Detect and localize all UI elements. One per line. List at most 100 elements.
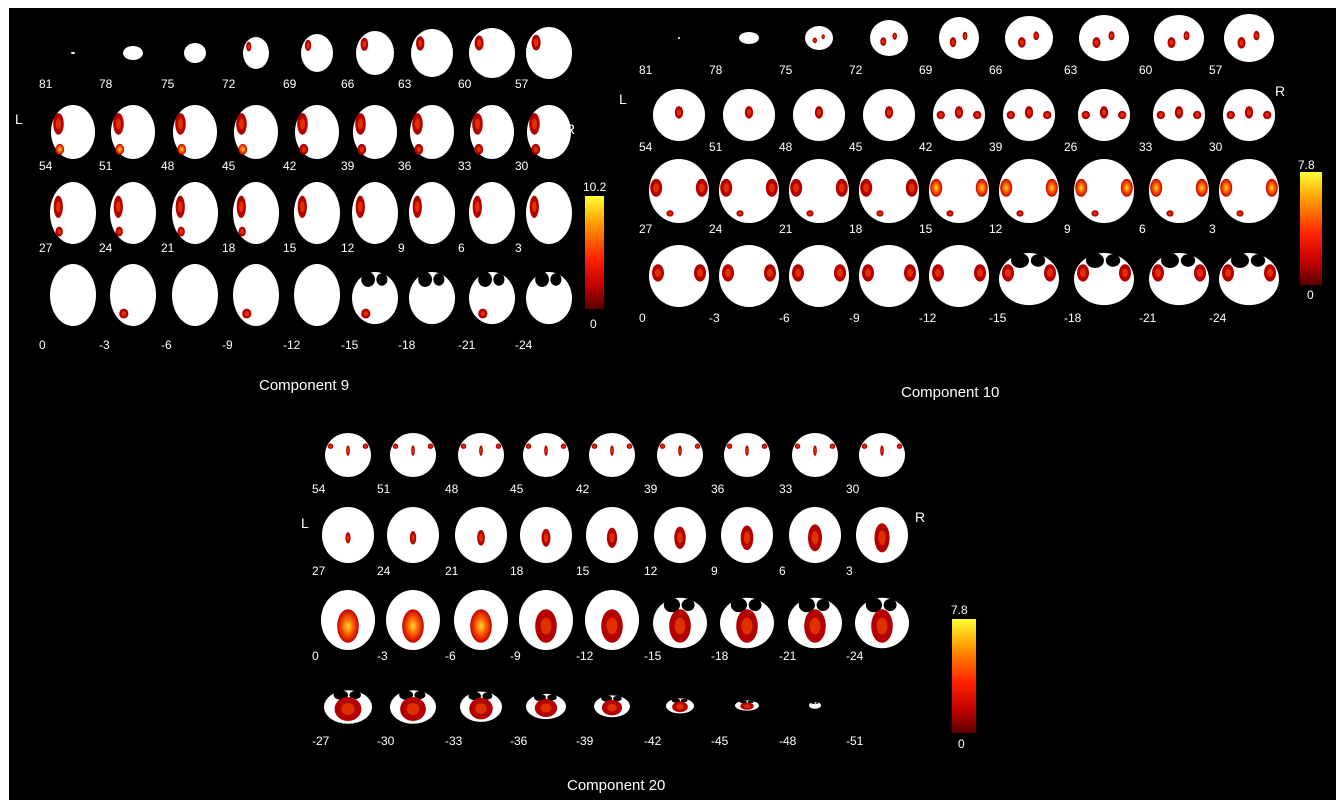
slice-label: 30 xyxy=(846,482,860,496)
slice-label: 54 xyxy=(639,140,653,154)
brain-slice xyxy=(788,597,842,649)
brain-slice xyxy=(469,28,515,78)
slice-label: 18 xyxy=(849,222,863,236)
slice-label: -15 xyxy=(989,311,1007,325)
brain-slice xyxy=(322,507,374,563)
brain-slice xyxy=(805,26,833,50)
slice-label: 21 xyxy=(445,564,459,578)
colorbar-component-10: 7.8 0 xyxy=(1298,158,1322,302)
brain-slice xyxy=(1079,15,1129,61)
slice-label: -3 xyxy=(709,311,720,325)
brain-slice xyxy=(455,507,507,563)
brain-slice xyxy=(999,253,1059,306)
slice-label: -30 xyxy=(377,734,395,748)
slice-label: -21 xyxy=(458,338,476,352)
slice-label: 69 xyxy=(919,63,933,77)
brain-slice xyxy=(929,159,989,223)
brain-slice xyxy=(1074,253,1134,306)
slice-label: -15 xyxy=(644,649,662,663)
brain-slice xyxy=(520,507,572,563)
brain-slice xyxy=(654,507,706,563)
colorbar-min-label: 0 xyxy=(958,737,965,751)
slice-label: 6 xyxy=(1139,222,1146,236)
slice-label: 78 xyxy=(99,77,113,91)
slice-label: -45 xyxy=(711,734,729,748)
brain-slice xyxy=(386,590,440,650)
brain-slice xyxy=(243,37,269,69)
slice-label: 12 xyxy=(644,564,658,578)
slice-label: 51 xyxy=(709,140,723,154)
brain-slice xyxy=(454,590,508,650)
colorbar-component-9: 10.2 0 xyxy=(583,180,607,331)
brain-slice xyxy=(789,507,841,563)
left-label-component-20: L xyxy=(301,515,309,531)
slice-label: 45 xyxy=(222,159,236,173)
brain-slice xyxy=(789,245,849,307)
slice-label: 42 xyxy=(283,159,297,173)
brain-slice xyxy=(172,264,218,326)
brain-slice xyxy=(390,690,436,724)
slice-label: 54 xyxy=(39,159,53,173)
brain-slice xyxy=(410,105,454,159)
brain-slice xyxy=(793,89,845,141)
slice-label: -24 xyxy=(1209,311,1227,325)
slice-label: -24 xyxy=(846,649,864,663)
panel-title-component-20: Component 20 xyxy=(567,777,665,794)
slice-label: 57 xyxy=(515,77,529,91)
slice-label: 24 xyxy=(709,222,723,236)
brain-slice xyxy=(123,46,143,60)
brain-slice xyxy=(809,702,821,709)
brain-slice xyxy=(470,105,514,159)
colorbar-max-label: 10.2 xyxy=(583,180,607,194)
brain-slice xyxy=(353,105,397,159)
slice-label: 18 xyxy=(510,564,524,578)
slice-label: -18 xyxy=(398,338,416,352)
brain-slice xyxy=(657,433,703,477)
slice-label: 0 xyxy=(39,338,46,352)
slice-label: 51 xyxy=(377,482,391,496)
brain-slice xyxy=(409,272,455,325)
slice-label: 51 xyxy=(99,159,113,173)
brain-slice xyxy=(649,159,709,223)
brain-slice xyxy=(460,691,502,722)
slice-label: -36 xyxy=(510,734,528,748)
brain-slice xyxy=(172,182,218,244)
brain-slice xyxy=(792,433,838,477)
slice-label: -24 xyxy=(515,338,533,352)
brain-slice xyxy=(653,89,705,141)
slice-label: 6 xyxy=(779,564,786,578)
slice-label: 33 xyxy=(779,482,793,496)
slice-label: 63 xyxy=(1064,63,1078,77)
slice-label: -12 xyxy=(576,649,594,663)
slice-label: 81 xyxy=(39,77,53,91)
right-label-component-20: R xyxy=(915,509,925,525)
slice-label: 63 xyxy=(398,77,412,91)
slice-label: -6 xyxy=(779,311,790,325)
slice-label: 12 xyxy=(989,222,1003,236)
slice-label: -48 xyxy=(779,734,797,748)
slice-label: 3 xyxy=(1209,222,1216,236)
brain-slice xyxy=(233,264,279,326)
slice-label: 45 xyxy=(510,482,524,496)
colorbar-min-label: 0 xyxy=(590,317,597,331)
brain-slice xyxy=(721,507,773,563)
brain-slice xyxy=(469,182,515,244)
slice-label: 39 xyxy=(989,140,1003,154)
slice-label: -18 xyxy=(711,649,729,663)
slice-label: -3 xyxy=(99,338,110,352)
slice-label: 21 xyxy=(161,241,175,255)
brain-slice xyxy=(594,695,630,718)
slice-label: -33 xyxy=(445,734,463,748)
brain-slice xyxy=(526,693,566,720)
brain-slice xyxy=(1074,159,1134,223)
brain-slice xyxy=(1003,89,1055,141)
brain-slice xyxy=(1078,89,1130,141)
slice-label: 9 xyxy=(1064,222,1071,236)
brain-slice xyxy=(294,182,340,244)
brain-slice xyxy=(933,89,985,141)
colorbar-min-label: 0 xyxy=(1307,288,1314,302)
brain-slice xyxy=(387,507,439,563)
brain-slice xyxy=(719,245,779,307)
slice-label: 39 xyxy=(644,482,658,496)
